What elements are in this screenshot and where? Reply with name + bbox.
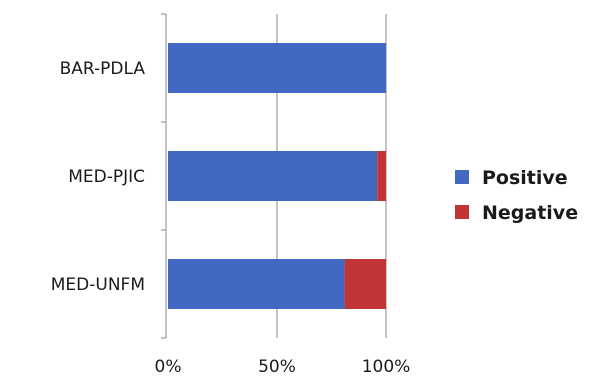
category-label: MED-PJIC <box>68 167 145 187</box>
legend-swatch-positive <box>455 170 469 184</box>
legend-label-positive: Positive <box>482 167 568 189</box>
x-tick-label: 100% <box>362 357 411 377</box>
x-tick-label: 50% <box>258 357 296 377</box>
legend-label-negative: Negative <box>482 202 578 224</box>
bar-positive-med-pjic <box>168 151 378 201</box>
legend-swatch-negative <box>455 205 469 219</box>
x-tick-label: 0% <box>155 357 182 377</box>
bar-negative-med-pjic <box>377 151 386 201</box>
labels: BAR-PDLA MED-PJIC MED-UNFM 0% 50% 100% <box>51 59 411 377</box>
category-label: MED-UNFM <box>51 275 145 295</box>
axes <box>161 13 167 339</box>
bars <box>168 43 386 309</box>
legend: Positive Negative <box>455 167 578 224</box>
category-label: BAR-PDLA <box>60 59 146 79</box>
bar-positive-bar-pdla <box>168 43 386 93</box>
bar-negative-med-unfm <box>344 259 386 309</box>
bar-positive-med-unfm <box>168 259 345 309</box>
